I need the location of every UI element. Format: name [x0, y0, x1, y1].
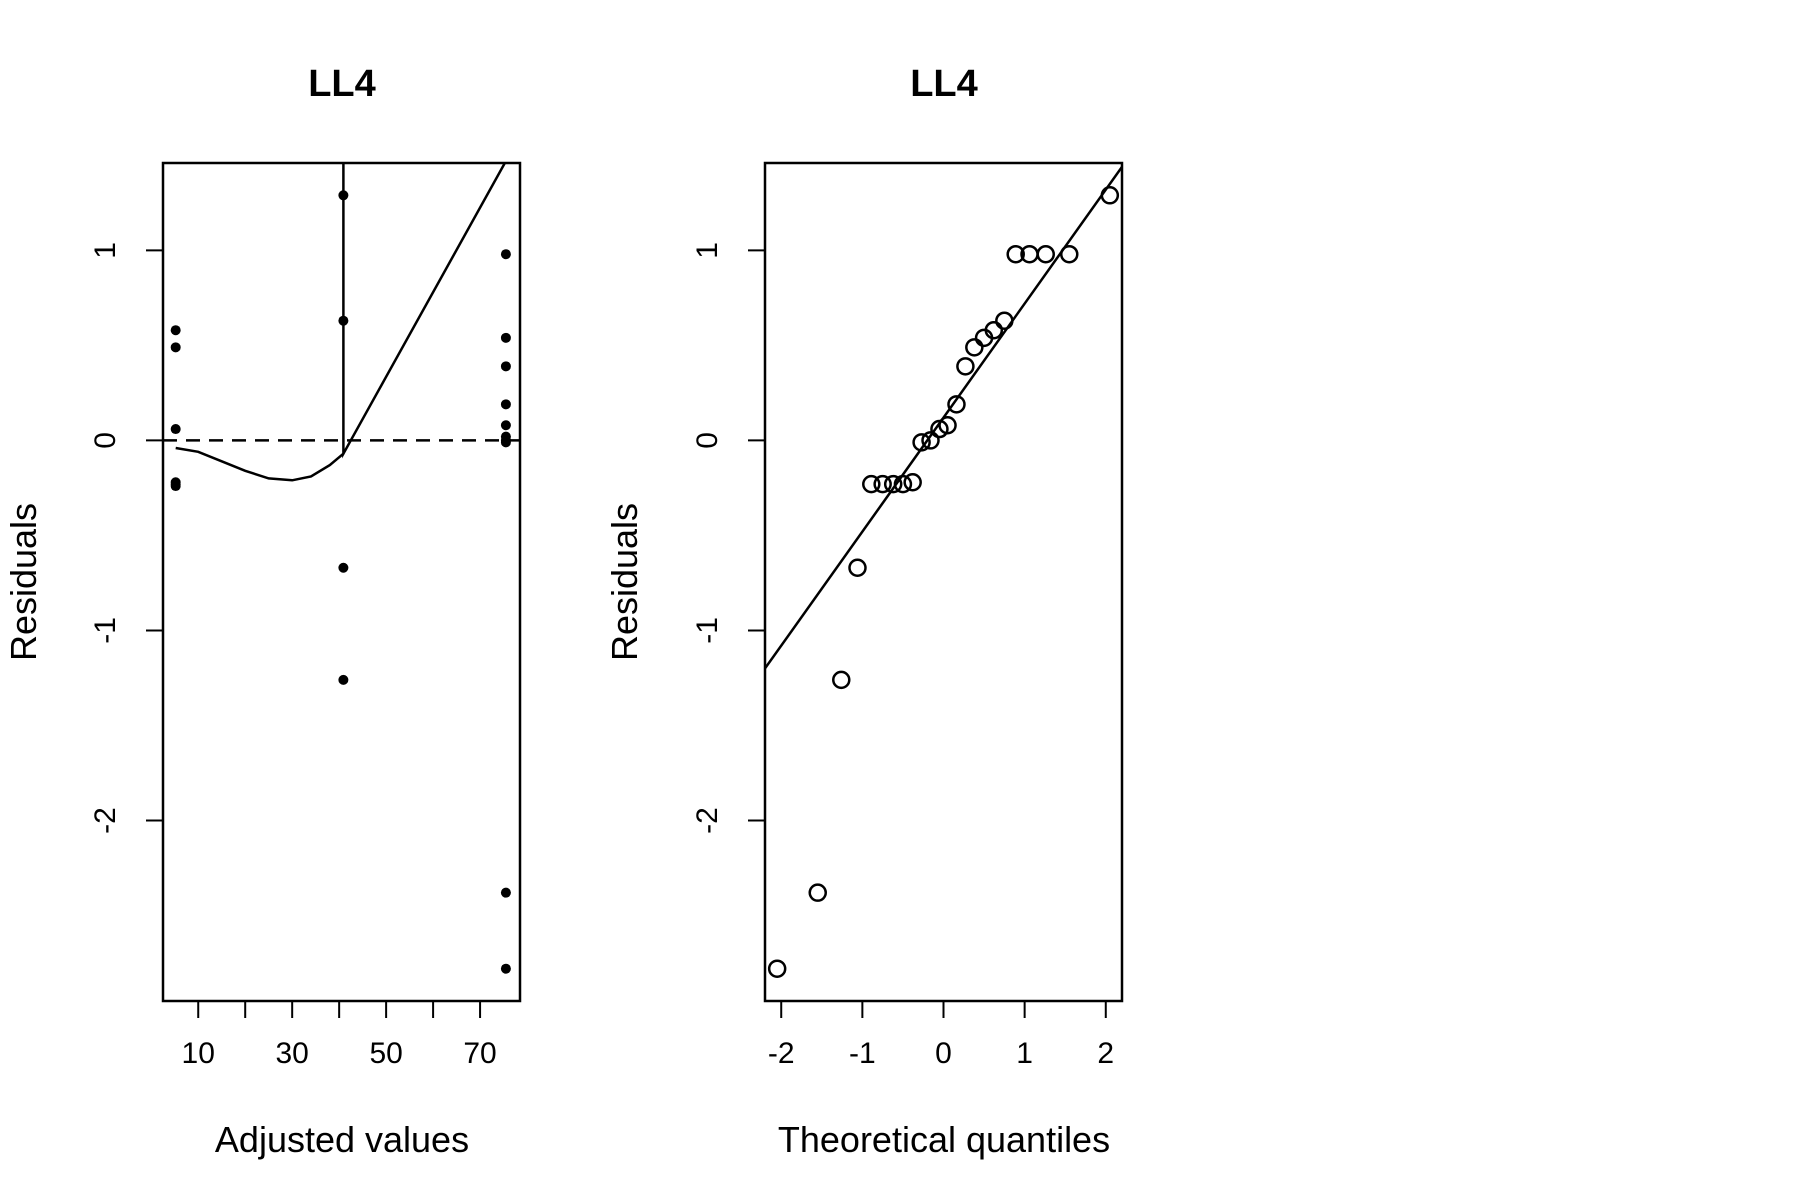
x-tick-label: 0	[935, 1037, 952, 1070]
data-point	[170, 481, 181, 492]
panel-title: LL4	[910, 63, 978, 105]
x-axis-label: Theoretical quantiles	[778, 1119, 1110, 1160]
data-point	[500, 420, 511, 431]
y-tick-label: 1	[89, 242, 122, 259]
plot-frame	[161, 161, 522, 1003]
y-tick-label: -1	[691, 617, 724, 644]
x-tick-label: 70	[463, 1037, 496, 1070]
data-point	[500, 887, 511, 898]
data-point	[995, 311, 1014, 330]
y-tick-label: -2	[691, 807, 724, 834]
data-point	[767, 959, 787, 978]
x-tick-label: -2	[768, 1037, 795, 1070]
data-point	[921, 431, 940, 450]
smoother-line	[175, 163, 507, 482]
plot-frame	[763, 161, 1124, 1003]
y-tick-label: 0	[691, 432, 724, 449]
data-point	[883, 474, 903, 494]
data-point	[1036, 244, 1055, 264]
x-tick-label: -1	[849, 1037, 876, 1070]
x-tick-label: 10	[182, 1037, 215, 1070]
data-point	[500, 437, 511, 448]
plot-content	[765, 166, 1122, 978]
data-point	[500, 963, 511, 974]
x-tick-label: 2	[1097, 1037, 1114, 1070]
data-point	[338, 190, 349, 201]
data-point	[956, 357, 975, 376]
x-tick-label: 1	[1016, 1037, 1033, 1070]
data-point	[903, 472, 922, 492]
data-point	[500, 361, 511, 372]
y-tick-label: -2	[89, 807, 122, 834]
data-point	[500, 249, 511, 260]
qq-plot-panel: LL4 -2 -1 0 1 2-2-101 Theoretical quantiles …	[604, 63, 1124, 1160]
data-point	[170, 424, 181, 435]
y-tick-label: -1	[89, 617, 122, 644]
data-point	[832, 670, 851, 690]
data-point	[893, 474, 913, 494]
data-point	[862, 474, 881, 494]
axes: -2 -1 0 1 2 -2 -1 0 1	[691, 242, 1114, 1070]
data-point	[808, 883, 827, 902]
y-axis-label: Residuals	[3, 503, 44, 661]
panel-title: LL4	[308, 63, 376, 105]
y-tick-label: 0	[89, 432, 122, 449]
data-point	[984, 320, 1004, 340]
data-point	[500, 399, 511, 410]
data-point	[338, 562, 349, 573]
data-point	[965, 338, 984, 357]
data-point	[500, 332, 511, 343]
y-tick-label: 1	[691, 242, 724, 259]
data-point	[170, 325, 181, 336]
residuals-vs-fitted-panel: LL4 10 30 50 70 -2 -1 0 1 Adjusted values Resid…	[3, 63, 522, 1160]
data-point	[170, 342, 181, 353]
axes: 10 30 50 70 -2 -1 0 1	[89, 242, 497, 1070]
x-tick-label: 30	[275, 1037, 308, 1070]
data-point	[1006, 244, 1025, 264]
data-point	[938, 415, 957, 435]
data-point	[338, 674, 349, 685]
data-point	[912, 433, 931, 452]
data-point	[947, 395, 966, 414]
x-axis-label: Adjusted values	[215, 1119, 469, 1160]
data-point	[848, 558, 867, 577]
data-point	[1100, 186, 1120, 205]
data-point	[338, 315, 349, 326]
plot-content	[163, 163, 520, 974]
data-point	[873, 474, 892, 494]
y-axis-label: Residuals	[604, 503, 645, 661]
data-point	[1060, 244, 1079, 264]
x-tick-label: 50	[369, 1037, 402, 1070]
